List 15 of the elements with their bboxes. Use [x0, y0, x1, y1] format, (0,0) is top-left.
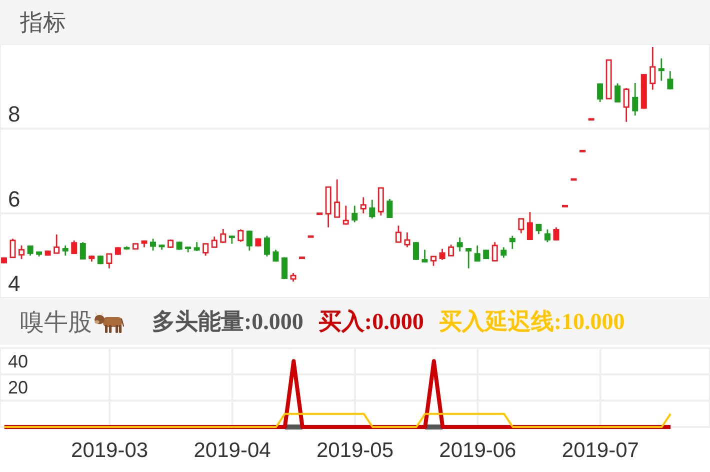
y-tick-label: 6 — [8, 186, 20, 212]
text: 多头能量:0.000 — [152, 308, 304, 336]
x-tick-label: 2019-03 — [71, 438, 148, 462]
y-tick-label: 20 — [8, 378, 28, 398]
x-tick-label: 2019-07 — [562, 438, 639, 462]
y-tick-label: 8 — [8, 102, 20, 127]
x-tick-label: 2019-04 — [194, 438, 272, 462]
y-tick-label: 4 — [8, 271, 20, 296]
series-label: 买入:0.000 — [318, 308, 424, 336]
text: 买入延迟线:10.000 — [438, 308, 625, 336]
chart-title: 嗅牛股 — [20, 308, 92, 338]
chart-title: 指标 — [20, 8, 66, 36]
y-tick-label: 40 — [8, 351, 28, 372]
x-tick-label: 2019-05 — [316, 438, 394, 462]
x-tick-label: 2019-06 — [439, 438, 516, 462]
